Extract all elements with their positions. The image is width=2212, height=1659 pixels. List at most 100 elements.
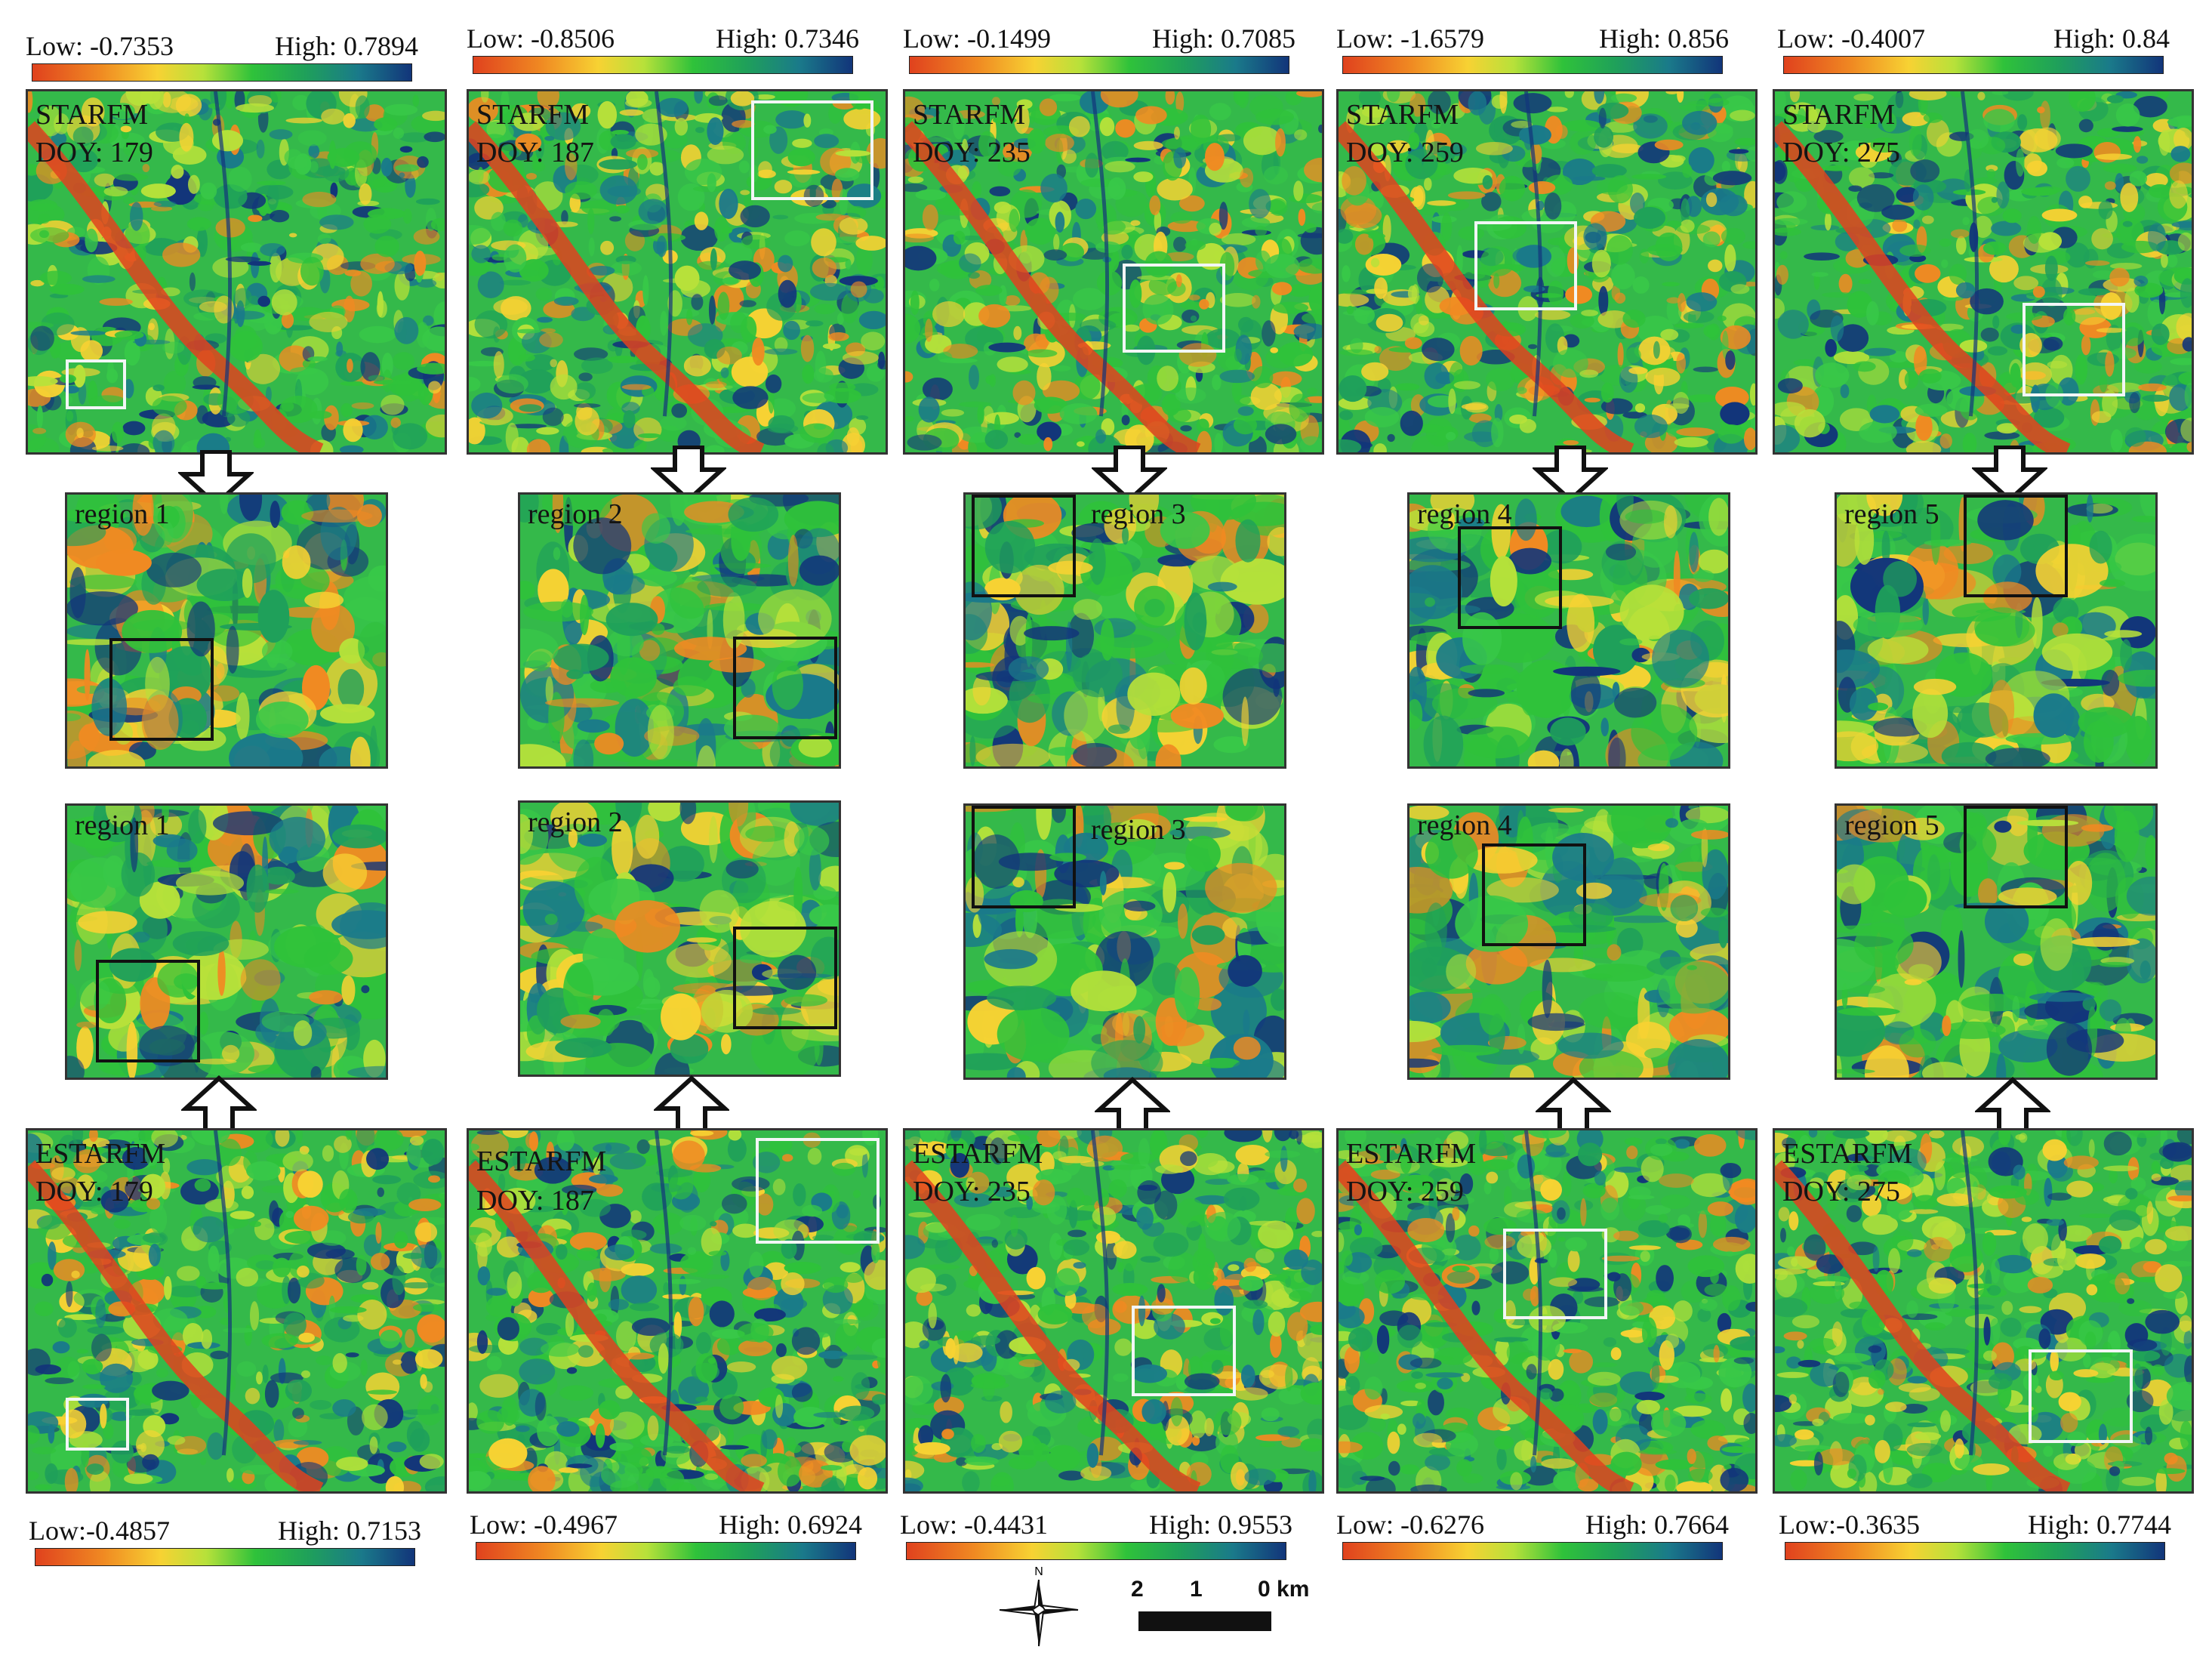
ndvi-raster [905, 91, 1322, 452]
region-label: region 1 [75, 498, 170, 530]
ndvi-raster [67, 806, 386, 1078]
region-box [2029, 1349, 2133, 1443]
down-arrow-icon [1972, 446, 2047, 503]
region-label: region 2 [528, 806, 623, 838]
ndvi-raster [966, 495, 1284, 766]
zoom-box [972, 806, 1076, 908]
region-label: region 1 [75, 809, 170, 841]
ndvi-raster [905, 1130, 1322, 1491]
scale-bar-fill [1138, 1611, 1271, 1631]
ndvi-raster [1775, 91, 2192, 452]
legend-high-label: High: 0.84 [2053, 23, 2170, 54]
up-arrow-icon [1536, 1077, 1611, 1134]
ndvi-raster [1837, 495, 2155, 766]
legend-low-label: Low: -0.8506 [467, 23, 615, 54]
legend-high-label: High: 0.856 [1598, 23, 1729, 54]
north-arrow-icon: N [999, 1565, 1079, 1647]
ndvi-raster [1339, 91, 1755, 452]
ndvi-raster [1409, 806, 1728, 1078]
legend-low-label: Low: -0.4431 [900, 1509, 1048, 1540]
method-label: ESTARFM [913, 1138, 1043, 1170]
legend-high-label: High: 0.7664 [1585, 1509, 1729, 1540]
ndvi-raster [67, 495, 386, 766]
doy-label: DOY: 275 [1782, 1176, 1900, 1207]
doy-label: DOY: 235 [913, 1176, 1031, 1207]
top-legend-5: Low: -0.4007 High: 0.84 [1777, 23, 2170, 76]
region-label: region 4 [1417, 809, 1512, 841]
scale-bar: 2 1 0 km [1129, 1577, 1341, 1637]
legend-low-label: Low: -0.1499 [903, 23, 1051, 54]
estarfm-map-panel-4: ESTARFM DOY: 259 [1336, 1128, 1758, 1494]
method-label: STARFM [913, 99, 1026, 131]
top-legend-1: Low: -0.7353 High: 0.7894 [26, 30, 418, 83]
estarfm-map-panel-1: ESTARFM DOY: 179 [26, 1128, 447, 1494]
ndvi-raster [469, 1130, 886, 1491]
region-box [66, 1398, 129, 1451]
down-arrow-icon [651, 446, 726, 503]
starfm-region-panel-3: region 3 [963, 492, 1286, 769]
legend-low-label: Low:-0.3635 [1779, 1509, 1920, 1540]
legend-high-label: High: 0.7085 [1151, 23, 1295, 54]
estarfm-map-panel-5: ESTARFM DOY: 275 [1773, 1128, 2194, 1494]
legend-low-label: Low:-0.4857 [29, 1516, 170, 1546]
color-ramp [909, 56, 1289, 74]
method-label: ESTARFM [35, 1138, 166, 1170]
legend-low-label: Low: -0.7353 [26, 31, 174, 61]
up-arrow-icon [181, 1075, 257, 1133]
starfm-map-panel-4: STARFM DOY: 259 [1336, 89, 1758, 455]
region-box [1123, 264, 1225, 353]
estarfm-map-panel-3: ESTARFM DOY: 235 [903, 1128, 1324, 1494]
doy-label: DOY: 275 [1782, 137, 1900, 168]
zoom-box [1964, 806, 2068, 908]
method-label: STARFM [35, 99, 149, 131]
top-legend-2: Low: -0.8506 High: 0.7346 [467, 23, 859, 76]
estarfm-region-panel-4: region 4 [1407, 803, 1730, 1080]
ndvi-raster [520, 803, 839, 1075]
bottom-legend-3: Low: -0.4431 High: 0.9553 [900, 1509, 1292, 1562]
legend-low-label: Low: -0.4967 [470, 1509, 618, 1540]
method-label: STARFM [1346, 99, 1459, 131]
down-arrow-icon [1533, 446, 1608, 503]
starfm-region-panel-4: region 4 [1407, 492, 1730, 769]
starfm-map-panel-1: STARFM DOY: 179 [26, 89, 447, 455]
zoom-box [1482, 843, 1586, 946]
scale-label-2: 2 [1131, 1577, 1144, 1602]
color-ramp [476, 1542, 856, 1560]
zoom-box [733, 637, 837, 739]
region-label: region 4 [1417, 498, 1512, 530]
doy-label: DOY: 179 [35, 1176, 153, 1207]
top-legend-4: Low: -1.6579 High: 0.856 [1336, 23, 1729, 76]
down-arrow-icon [1092, 446, 1167, 503]
color-ramp [473, 56, 853, 74]
legend-high-label: High: 0.7744 [2027, 1509, 2171, 1540]
estarfm-region-panel-1: region 1 [65, 803, 388, 1080]
doy-label: DOY: 259 [1346, 137, 1464, 168]
color-ramp [1785, 1542, 2165, 1560]
region-box [1503, 1229, 1607, 1319]
ndvi-raster [520, 495, 839, 766]
bottom-legend-5: Low:-0.3635 High: 0.7744 [1779, 1509, 2171, 1562]
legend-high-label: High: 0.6924 [718, 1509, 862, 1540]
starfm-region-panel-5: region 5 [1835, 492, 2158, 769]
doy-label: DOY: 179 [35, 137, 153, 168]
ndvi-raster [469, 91, 886, 452]
zoom-box [96, 960, 200, 1062]
doy-label: DOY: 187 [476, 1185, 594, 1216]
legend-high-label: High: 0.7346 [715, 23, 859, 54]
zoom-box [1458, 526, 1562, 629]
legend-high-label: High: 0.7894 [274, 31, 418, 61]
estarfm-region-panel-2: region 2 [518, 800, 841, 1077]
bottom-legend-1: Low:-0.4857 High: 0.7153 [29, 1515, 421, 1568]
ndvi-raster [1775, 1130, 2192, 1491]
region-box [2023, 303, 2125, 396]
color-ramp [35, 1548, 415, 1566]
estarfm-region-panel-5: region 5 [1835, 803, 2158, 1080]
legend-high-label: High: 0.7153 [277, 1516, 421, 1546]
starfm-map-panel-2: STARFM DOY: 187 [467, 89, 888, 455]
color-ramp [1342, 1542, 1723, 1560]
color-ramp [906, 1542, 1286, 1560]
starfm-region-panel-2: region 2 [518, 492, 841, 769]
scale-label-0km: 0 km [1258, 1577, 1310, 1602]
doy-label: DOY: 187 [476, 137, 594, 168]
estarfm-region-panel-3: region 3 [963, 803, 1286, 1080]
